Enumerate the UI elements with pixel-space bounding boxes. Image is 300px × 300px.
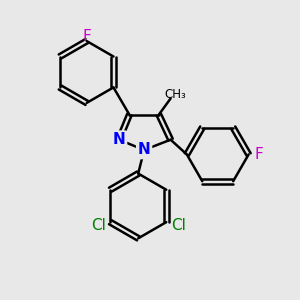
Text: N: N xyxy=(113,132,125,147)
Text: F: F xyxy=(254,147,263,162)
Text: N: N xyxy=(138,142,151,158)
Text: CH₃: CH₃ xyxy=(164,88,186,100)
Text: F: F xyxy=(82,29,91,44)
Text: Cl: Cl xyxy=(171,218,186,232)
Text: Cl: Cl xyxy=(91,218,106,232)
